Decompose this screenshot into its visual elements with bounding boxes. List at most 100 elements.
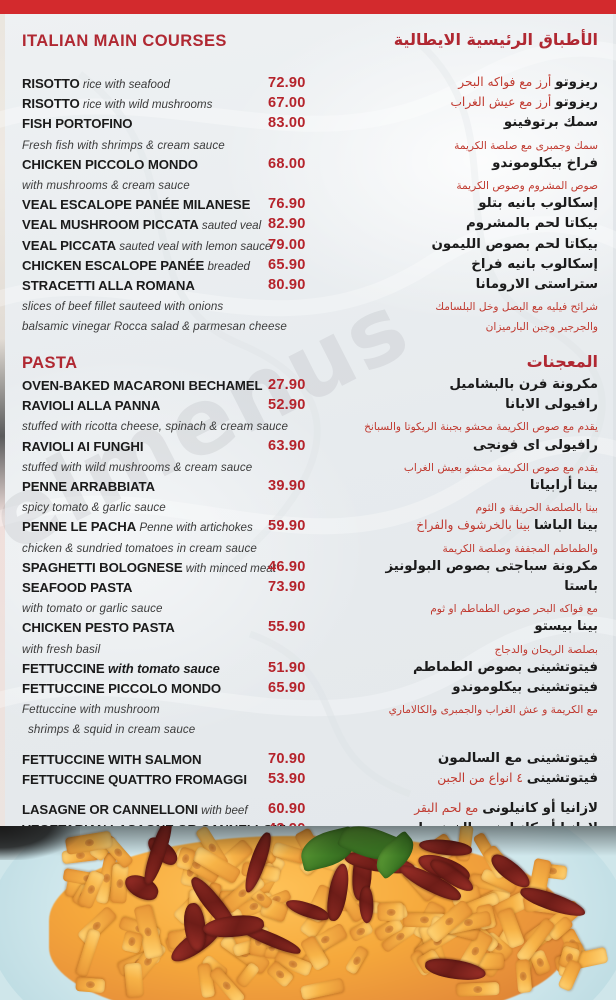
food-photo <box>0 826 616 1000</box>
arabic-item-subtitle: أرز مع فواكه البحر <box>458 75 556 89</box>
item-name-text: VEAL PICCATA <box>22 237 117 253</box>
left-page-edge <box>0 14 5 826</box>
item-name-text: FETTUCCINE PICCOLO MONDO <box>22 681 222 696</box>
menu-row: RISOTTO rice with seafood 72.90 <box>22 75 334 95</box>
arabic-item-name: فيتوتشينى ٤ انواع من الجبن <box>437 771 598 786</box>
arabic-item-description: يقدم مع صوص الكريمة محشو بجبنة الريكوتا … <box>364 421 598 434</box>
item-name-text: RISOTTO <box>22 96 80 112</box>
item-name-text: CHICKEN PICCOLO MONDO <box>22 156 198 172</box>
item-description: stuffed with ricotta cheese, spinach & c… <box>22 420 288 434</box>
arabic-item-subtitle: مع لحم البقر <box>414 801 483 815</box>
section-title-pasta: PASTA <box>22 354 78 372</box>
item-description: stuffed with wild mushrooms & cream sauc… <box>22 460 253 474</box>
arabic-item-name: بينا الباشا بينا بالخرشوف والفراخ <box>416 518 598 533</box>
arabic-item-name-text: فيتوتشينى بيكلوموندو <box>452 680 598 695</box>
item-price: 79.00 <box>268 236 306 253</box>
menu-row: FETTUCCINE with tomato sauce 51.90 <box>22 660 334 680</box>
penne-piece <box>514 958 533 994</box>
item-name-text: OVEN-BAKED MACARONI BECHAMEL <box>22 378 263 393</box>
item-price: 82.90 <box>268 216 306 233</box>
item-name-text: SEAFOOD PASTA <box>22 580 133 595</box>
item-description: with tomato or garlic sauce <box>22 602 163 616</box>
arabic-item-name: فيتوتشينى مع السالمون <box>438 751 598 766</box>
menu-row: SEAFOOD PASTA 73.90 <box>22 579 334 599</box>
item-name: RISOTTO rice with wild mushrooms <box>22 96 212 111</box>
arabic-item-name: بيكاتا لحم بالمشروم <box>466 216 598 231</box>
item-name-text: CHICKEN PESTO PASTA <box>22 620 175 636</box>
menu-row: VEAL ESCALOPE PANÉE MILANESE 76.90 <box>22 196 334 216</box>
arabic-item-name: مكرونة فرن بالبشاميل <box>449 377 598 392</box>
item-name-text: FETTUCCINE QUATTRO FROMAGGI <box>22 771 247 787</box>
arabic-item-description: والجرجير وجبن البارميزان <box>485 321 598 334</box>
arabic-item-name: رافيولى اى فونجى <box>473 438 598 453</box>
item-subtitle: with minced meat <box>182 561 276 575</box>
item-subtitle: with tomato sauce <box>104 660 220 676</box>
item-description: balsamic vinegar Rocca salad & parmesan … <box>22 320 287 334</box>
arabic-item-name: إسكالوب بانيه فراخ <box>471 257 598 272</box>
arabic-item-name-text: رافيولى اى فونجى <box>472 437 598 453</box>
menu-row: RISOTTO rice with wild mushrooms 67.00 <box>22 95 334 115</box>
item-subtitle: with beef <box>197 804 248 817</box>
arabic-item-name-text: بيكاتا لحم بالمشروم <box>465 216 598 232</box>
menu-row: CHICKEN PESTO PASTA 55.90 <box>22 619 334 639</box>
item-price: 67.00 <box>268 95 306 112</box>
arabic-item-name: إسكالوب بانيه بتلو <box>478 196 598 211</box>
menu-row: STRACETTI ALLA ROMANA 80.90 <box>22 277 334 297</box>
item-name-text: PENNE LE PACHA <box>22 519 137 535</box>
arabic-item-name-text: رافيولى الابانا <box>505 397 598 413</box>
menu-row: FETTUCCINE PICCOLO MONDO 65.90 <box>22 680 334 700</box>
arabic-item-name-text: بينا بيستو <box>534 619 598 635</box>
arabic-item-description: سمك وجمبرى مع صلصة الكريمة <box>454 139 598 152</box>
arabic-item-name-text: ريزوتو <box>555 95 598 111</box>
item-description: spicy tomato & garlic sauce <box>22 501 166 515</box>
item-price: 68.00 <box>268 155 306 172</box>
right-page-edge <box>613 14 616 826</box>
item-name-text: FETTUCCINE WITH SALMON <box>22 751 202 767</box>
item-price: 83.00 <box>268 115 306 132</box>
item-name-text: FISH PORTOFINO <box>22 116 133 132</box>
arabic-item-name-text: بينا أرابياتا <box>529 478 598 493</box>
item-name: FETTUCCINE with tomato sauce <box>22 661 220 676</box>
arabic-item-name-text: باستا <box>564 579 598 594</box>
item-name: VEAL PICCATA sauted veal with lemon sauc… <box>22 238 271 253</box>
item-price: 73.90 <box>268 579 306 595</box>
section-title-arabic-italian-main-courses: الأطباق الرئيسية الايطالية <box>393 30 598 49</box>
item-description: shrimps & squid in cream sauce <box>28 723 196 737</box>
arabic-item-description: يقدم مع صوص الكريمة محشو بعيش الغراب <box>403 461 598 474</box>
arabic-item-subtitle: ٤ انواع من الجبن <box>437 770 527 785</box>
arabic-item-name: فيتوتشينى بصوص الطماطم <box>413 660 598 675</box>
item-name-text: STRACETTI ALLA ROMANA <box>22 278 195 293</box>
menu-content: ITALIAN MAIN COURSES الأطباق الرئيسية الا… <box>0 14 616 837</box>
item-subtitle: breaded <box>204 259 250 273</box>
arabic-item-name: بينا بيستو <box>534 619 598 634</box>
arabic-item-name: فراخ بيكلوموندو <box>492 156 598 171</box>
arabic-item-name-text: مكرونة سباجتى بصوص البولونيز <box>385 558 598 574</box>
arabic-item-name-text: فيتوتشينى بصوص الطماطم <box>413 659 598 675</box>
arabic-item-name-text: ريزوتو <box>555 75 598 90</box>
item-price: 53.90 <box>268 770 306 787</box>
arabic-item-description: مع الكريمة و عش الغراب والجمبرى والكالام… <box>388 704 598 717</box>
item-name-text: RISOTTO <box>22 76 80 91</box>
menu-row: CHICKEN ESCALOPE PANÉE breaded 65.90 <box>22 256 334 277</box>
item-description: slices of beef fillet sauteed with onion… <box>22 300 224 314</box>
item-price: 72.90 <box>268 75 306 91</box>
item-price: 55.90 <box>268 619 306 636</box>
arabic-item-description: بصلصة الريحان والدجاج <box>494 643 598 656</box>
item-name: FETTUCCINE QUATTRO FROMAGGI <box>22 772 247 787</box>
item-price: 65.90 <box>268 256 306 273</box>
menu-row: PENNE ARRABBIATA 39.90 <box>22 478 334 498</box>
item-price: 70.90 <box>268 750 306 767</box>
item-name-text: PENNE ARRABBIATA <box>22 479 155 494</box>
menu-row: FETTUCCINE QUATTRO FROMAGGI 53.90 <box>22 770 334 791</box>
item-name-text: VEAL MUSHROOM PICCATA <box>22 217 199 233</box>
item-price: 59.90 <box>268 518 306 535</box>
item-name: LASAGNE OR CANNELLONI with beef <box>22 802 248 817</box>
item-name: RISOTTO rice with seafood <box>22 76 170 91</box>
arabic-item-name-text: لازانيا أو كانيلونى <box>482 801 598 816</box>
item-description: with mushrooms & cream sauce <box>22 179 190 192</box>
arabic-item-name-text: فيتوتشينى <box>526 770 598 786</box>
arabic-item-name: فيتوتشينى بيكلوموندو <box>452 680 598 695</box>
item-price: 27.90 <box>268 377 306 393</box>
item-name: SEAFOOD PASTA <box>22 580 132 595</box>
item-price: 39.90 <box>268 478 306 494</box>
